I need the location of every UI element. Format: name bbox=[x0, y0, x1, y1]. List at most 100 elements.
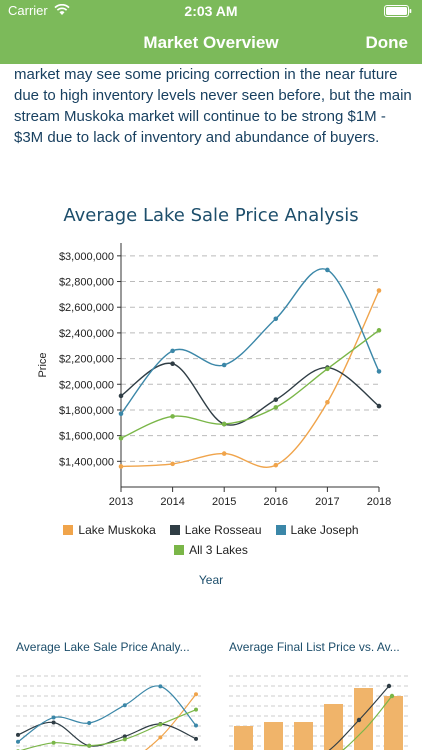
legend-label: Lake Muskoka bbox=[78, 523, 156, 537]
x-tick-label: 2016 bbox=[264, 496, 288, 508]
data-point bbox=[194, 707, 198, 712]
data-point bbox=[122, 703, 127, 708]
legend-swatch bbox=[169, 525, 180, 535]
data-point bbox=[386, 683, 392, 689]
data-point bbox=[170, 414, 175, 419]
data-point bbox=[51, 740, 56, 745]
bar bbox=[264, 722, 283, 750]
chart-plot: $1,400,000 $1,600,000 $1,800,000 $2,000,000… bbox=[37, 243, 391, 508]
wifi-icon bbox=[54, 4, 70, 15]
battery-icon bbox=[384, 5, 412, 17]
legend-item[interactable]: Lake Muskoka bbox=[63, 523, 156, 537]
carrier-label: Carrier bbox=[8, 3, 48, 18]
series-line bbox=[144, 693, 197, 750]
data-point bbox=[273, 405, 279, 410]
y-tick-label: $1,800,000 bbox=[59, 405, 114, 417]
data-point bbox=[194, 692, 198, 697]
chart-legend: Lake Muskoka Lake Rosseau Lake Joseph Al… bbox=[0, 520, 422, 560]
navigation-bar: Market Overview Done bbox=[0, 22, 422, 64]
y-tick-label: $2,000,000 bbox=[59, 379, 114, 391]
data-point bbox=[325, 366, 330, 372]
market-description: market may see some pricing correction i… bbox=[14, 64, 412, 148]
data-point bbox=[273, 462, 279, 468]
x-tick-label: 2018 bbox=[367, 496, 391, 508]
data-point bbox=[356, 717, 362, 723]
page-title: Market Overview bbox=[143, 33, 279, 52]
data-point bbox=[16, 732, 20, 737]
data-point bbox=[51, 715, 56, 720]
data-point bbox=[221, 421, 227, 427]
bar bbox=[234, 726, 253, 750]
description-line: stream Muskoka market will continue to b… bbox=[14, 108, 386, 125]
data-point bbox=[325, 399, 330, 405]
description-line: $3M due to lack of inventory and abundan… bbox=[14, 129, 380, 146]
status-bar: Carrier 2:03 AM bbox=[0, 0, 422, 22]
description-line: market may see some pricing correction i… bbox=[14, 66, 398, 83]
data-point bbox=[273, 316, 279, 322]
series-line bbox=[120, 329, 380, 439]
x-axis-title: Year bbox=[198, 573, 224, 587]
data-point bbox=[325, 267, 330, 273]
data-point bbox=[118, 435, 124, 441]
y-tick-label: $2,200,000 bbox=[59, 354, 114, 366]
bar bbox=[324, 704, 343, 750]
data-point bbox=[158, 735, 163, 740]
y-tick-label: $2,400,000 bbox=[59, 328, 114, 340]
description-line: due to high inventory levels never seen … bbox=[14, 87, 412, 104]
data-point bbox=[376, 403, 382, 409]
data-point bbox=[158, 684, 163, 689]
legend-item[interactable]: Lake Rosseau bbox=[169, 523, 262, 537]
y-tick-label: $1,400,000 bbox=[59, 456, 114, 468]
x-tick-label: 2015 bbox=[212, 496, 236, 508]
legend-label: All 3 Lakes bbox=[189, 543, 248, 557]
series-line bbox=[120, 268, 380, 415]
legend-label: Lake Joseph bbox=[290, 523, 359, 537]
data-point bbox=[273, 397, 279, 402]
legend-swatch bbox=[63, 525, 74, 535]
data-point bbox=[194, 723, 198, 728]
series-line bbox=[120, 362, 380, 426]
main-chart[interactable]: Average Lake Sale Price Analysis $1,400,… bbox=[0, 195, 422, 595]
y-axis-title: Price bbox=[37, 352, 49, 377]
thumbnail-plot bbox=[229, 675, 409, 750]
legend-label: Lake Rosseau bbox=[184, 523, 262, 537]
x-tick-label: 2013 bbox=[109, 496, 133, 508]
data-point bbox=[87, 721, 92, 725]
series-line bbox=[17, 685, 197, 743]
data-point bbox=[158, 722, 163, 727]
y-tick-label: $3,000,000 bbox=[59, 251, 114, 263]
series-line bbox=[328, 685, 390, 750]
data-point bbox=[122, 734, 127, 739]
chart-thumbnail-list-vs-sale[interactable]: Average Final List Price vs. Av... bbox=[229, 640, 409, 750]
data-point bbox=[51, 720, 56, 725]
done-button[interactable]: Done bbox=[365, 33, 409, 52]
legend-item[interactable]: All 3 Lakes bbox=[174, 543, 248, 557]
thumbnail-title: Average Lake Sale Price Analy... bbox=[16, 640, 190, 654]
data-point bbox=[376, 369, 382, 374]
data-point bbox=[170, 361, 175, 367]
thumbnail-title: Average Final List Price vs. Av... bbox=[229, 640, 400, 654]
data-point bbox=[118, 411, 124, 417]
legend-item[interactable]: Lake Joseph bbox=[275, 523, 359, 537]
y-tick-label: $2,600,000 bbox=[59, 302, 114, 314]
data-point bbox=[87, 743, 92, 748]
data-point bbox=[16, 739, 20, 744]
legend-swatch bbox=[275, 525, 286, 535]
data-point bbox=[389, 693, 395, 699]
chart-thumbnail-price-analysis[interactable]: Average Lake Sale Price Analy... bbox=[16, 640, 201, 750]
bar bbox=[384, 696, 403, 750]
y-tick-label: $1,600,000 bbox=[59, 431, 114, 443]
x-tick-label: 2017 bbox=[315, 496, 339, 508]
legend-swatch bbox=[174, 545, 185, 555]
data-point bbox=[221, 362, 227, 368]
data-point bbox=[221, 451, 227, 456]
series-line bbox=[20, 709, 197, 750]
data-point bbox=[376, 288, 382, 293]
data-point bbox=[194, 736, 198, 741]
bar bbox=[354, 688, 373, 750]
data-point bbox=[118, 464, 124, 469]
x-tick-label: 2014 bbox=[160, 496, 184, 508]
data-point bbox=[118, 393, 124, 399]
data-point bbox=[376, 328, 382, 333]
thumbnail-plot bbox=[16, 675, 201, 750]
